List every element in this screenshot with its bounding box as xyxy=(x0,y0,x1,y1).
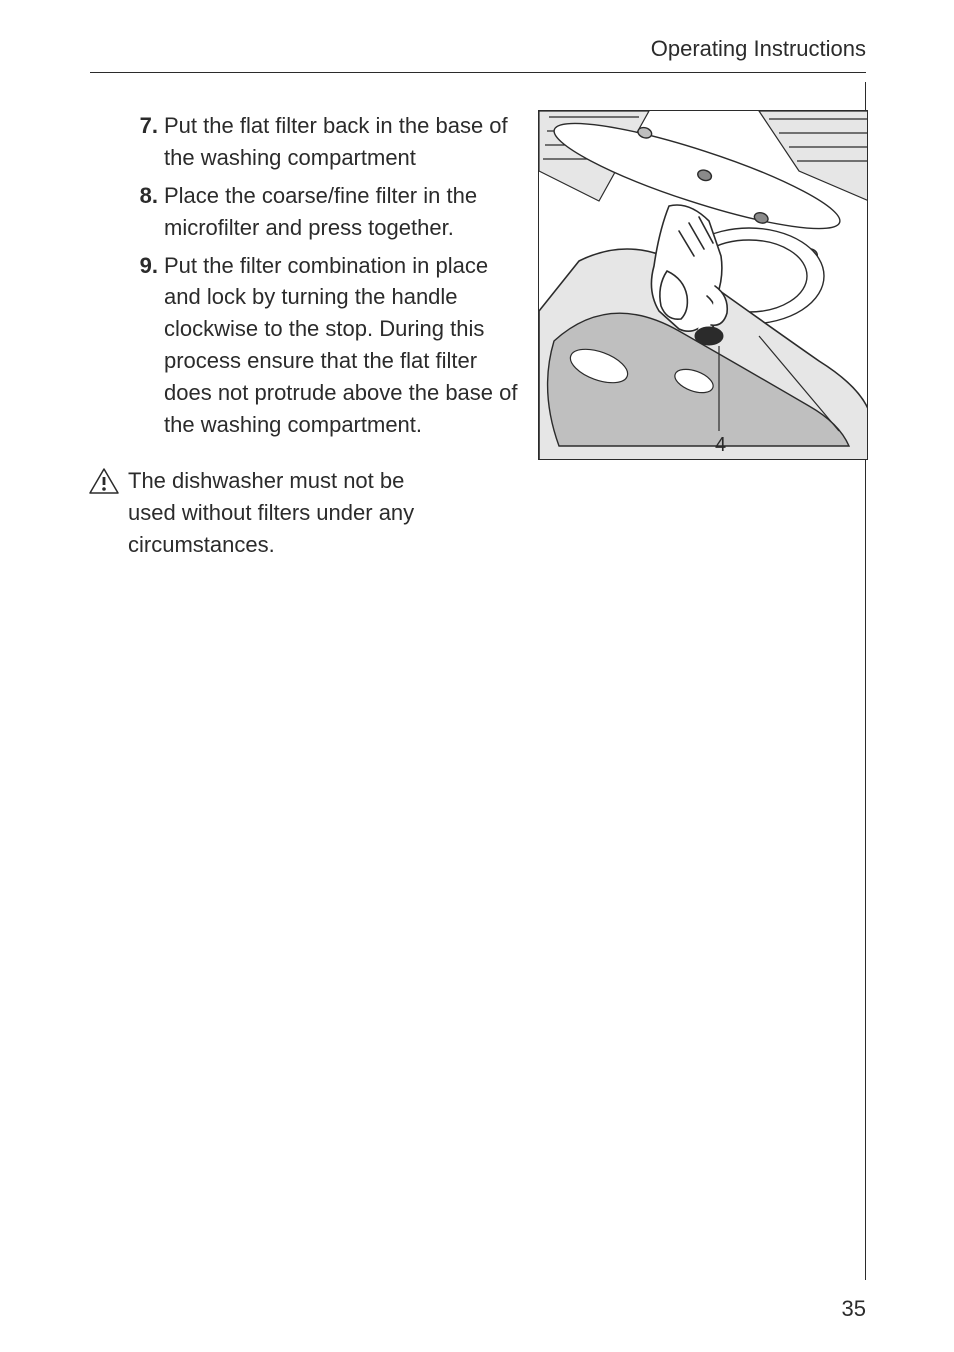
step-number: 7. xyxy=(128,110,158,174)
page-number: 35 xyxy=(842,1296,866,1322)
step-text: Put the filter combination in place and … xyxy=(164,250,518,441)
header: Operating Instructions xyxy=(90,36,866,73)
left-column: 7. Put the flat filter back in the base … xyxy=(128,110,518,561)
step-number: 8. xyxy=(128,180,158,244)
page: Operating Instructions 7. Put the flat f… xyxy=(0,0,954,1352)
filter-figure: 4 xyxy=(538,110,868,460)
header-title: Operating Instructions xyxy=(90,36,866,62)
figure-callout-label: 4 xyxy=(715,434,726,456)
list-item: 7. Put the flat filter back in the base … xyxy=(128,110,518,174)
warning-text: The dishwasher must not be used without … xyxy=(128,465,458,561)
warning-icon xyxy=(88,467,122,500)
content-area: 7. Put the flat filter back in the base … xyxy=(128,110,868,561)
header-rule xyxy=(90,72,866,73)
list-item: 9. Put the filter combination in place a… xyxy=(128,250,518,441)
list-item: 8. Place the coarse/fine filter in the m… xyxy=(128,180,518,244)
step-text: Put the flat filter back in the base of … xyxy=(164,110,518,174)
warning-block: The dishwasher must not be used without … xyxy=(128,465,518,561)
two-column-row: 7. Put the flat filter back in the base … xyxy=(128,110,868,561)
right-column: 4 xyxy=(538,110,868,460)
filter-illustration: 4 xyxy=(539,111,868,460)
step-text: Place the coarse/fine filter in the micr… xyxy=(164,180,518,244)
step-number: 9. xyxy=(128,250,158,441)
